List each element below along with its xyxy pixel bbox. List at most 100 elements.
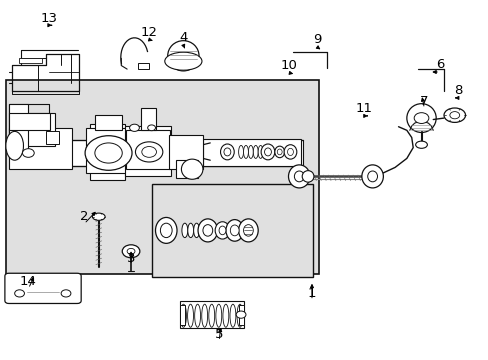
Bar <box>9 104 28 151</box>
Ellipse shape <box>225 220 243 241</box>
Text: 4: 4 <box>179 31 187 44</box>
Ellipse shape <box>187 304 193 327</box>
Circle shape <box>127 248 135 254</box>
Text: 13: 13 <box>41 12 57 24</box>
Ellipse shape <box>6 131 23 160</box>
Bar <box>176 160 198 178</box>
Bar <box>12 140 303 166</box>
Ellipse shape <box>243 225 253 236</box>
Bar <box>124 126 171 176</box>
Ellipse shape <box>203 225 212 236</box>
Ellipse shape <box>261 144 274 160</box>
Bar <box>9 128 72 169</box>
Circle shape <box>15 290 24 297</box>
Ellipse shape <box>277 149 282 155</box>
Bar <box>151 184 312 277</box>
Ellipse shape <box>361 165 383 188</box>
Ellipse shape <box>199 223 205 238</box>
Bar <box>9 113 55 146</box>
Bar <box>85 128 127 173</box>
Bar <box>238 305 243 325</box>
Ellipse shape <box>223 304 228 327</box>
Ellipse shape <box>208 304 214 327</box>
Ellipse shape <box>215 304 221 327</box>
Bar <box>180 301 243 328</box>
Bar <box>46 131 59 144</box>
Circle shape <box>95 143 122 163</box>
Ellipse shape <box>229 304 235 327</box>
Ellipse shape <box>198 219 217 242</box>
Ellipse shape <box>167 41 199 71</box>
Bar <box>90 124 124 180</box>
Circle shape <box>142 147 156 157</box>
Ellipse shape <box>187 223 193 238</box>
Ellipse shape <box>182 223 187 238</box>
Ellipse shape <box>264 148 271 156</box>
Ellipse shape <box>202 304 207 327</box>
Bar <box>203 139 300 166</box>
Ellipse shape <box>215 222 229 239</box>
Circle shape <box>61 290 71 297</box>
Ellipse shape <box>287 148 293 156</box>
Circle shape <box>122 245 140 258</box>
Ellipse shape <box>294 171 304 182</box>
Ellipse shape <box>180 304 186 327</box>
Ellipse shape <box>367 171 377 182</box>
FancyBboxPatch shape <box>5 273 81 303</box>
Ellipse shape <box>248 145 253 158</box>
Text: 14: 14 <box>20 275 37 288</box>
Bar <box>19 58 42 63</box>
Text: 8: 8 <box>453 84 462 97</box>
Ellipse shape <box>243 145 248 158</box>
Ellipse shape <box>92 213 105 220</box>
Ellipse shape <box>224 148 230 156</box>
Bar <box>126 130 170 169</box>
Text: 12: 12 <box>141 26 157 39</box>
Ellipse shape <box>164 52 202 70</box>
Circle shape <box>449 112 459 119</box>
Circle shape <box>413 113 428 123</box>
Text: 10: 10 <box>280 59 296 72</box>
Ellipse shape <box>155 217 177 243</box>
Ellipse shape <box>193 223 199 238</box>
Ellipse shape <box>220 144 234 160</box>
Ellipse shape <box>258 145 263 158</box>
Text: 11: 11 <box>355 102 372 115</box>
Ellipse shape <box>253 145 258 158</box>
Ellipse shape <box>288 165 309 188</box>
Ellipse shape <box>238 219 258 242</box>
Bar <box>9 113 50 130</box>
Ellipse shape <box>160 223 172 238</box>
Ellipse shape <box>415 141 427 148</box>
Text: 2: 2 <box>80 210 88 223</box>
Ellipse shape <box>302 171 313 182</box>
Ellipse shape <box>238 145 243 158</box>
Ellipse shape <box>406 104 435 132</box>
Circle shape <box>22 149 34 157</box>
Text: 1: 1 <box>307 287 316 300</box>
Bar <box>141 108 155 130</box>
Ellipse shape <box>181 159 203 179</box>
Circle shape <box>129 124 139 131</box>
Text: 9: 9 <box>312 33 321 46</box>
Bar <box>168 135 203 169</box>
Circle shape <box>236 311 245 318</box>
Ellipse shape <box>237 304 243 327</box>
Ellipse shape <box>194 304 200 327</box>
Bar <box>6 80 318 274</box>
Circle shape <box>85 136 132 170</box>
Text: 3: 3 <box>126 252 135 265</box>
Text: 5: 5 <box>214 328 223 341</box>
Ellipse shape <box>274 146 284 158</box>
Ellipse shape <box>443 108 465 122</box>
Circle shape <box>147 125 155 131</box>
Text: 6: 6 <box>435 58 444 71</box>
Ellipse shape <box>219 226 225 235</box>
Text: 7: 7 <box>419 95 428 108</box>
Bar <box>138 63 149 69</box>
Ellipse shape <box>230 225 239 236</box>
Bar <box>95 115 122 130</box>
Ellipse shape <box>284 145 296 159</box>
Circle shape <box>135 142 163 162</box>
Bar <box>180 305 184 325</box>
